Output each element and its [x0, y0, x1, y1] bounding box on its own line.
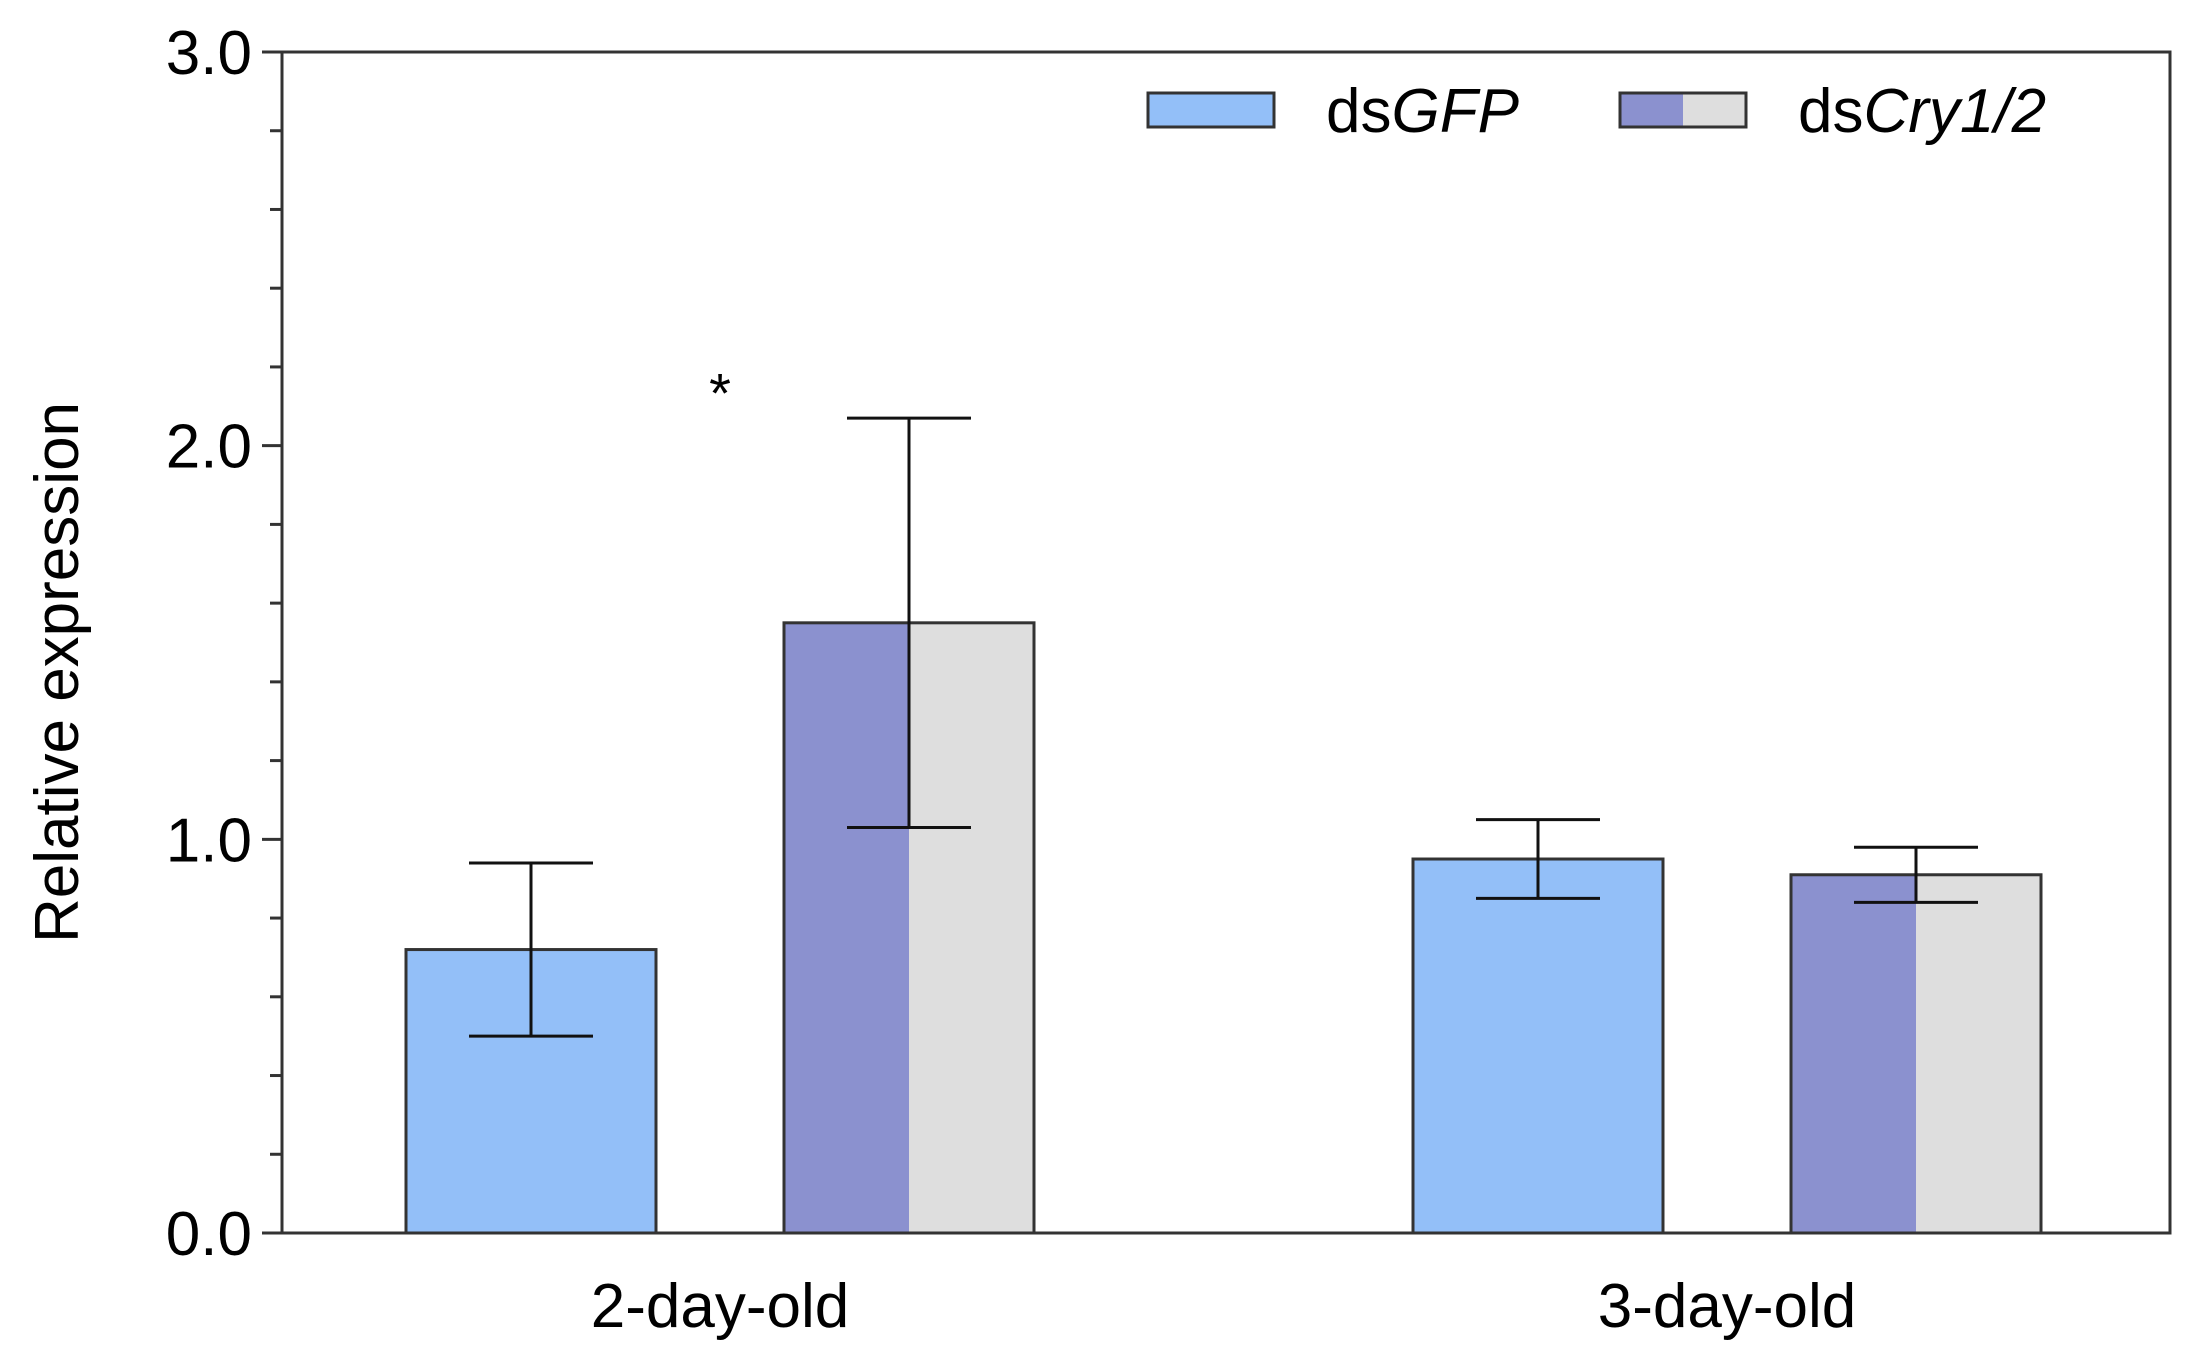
- x-category-label: 3-day-old: [1598, 1272, 1856, 1341]
- y-tick-label: 1.0: [166, 806, 252, 875]
- legend-prefix: ds: [1798, 77, 1863, 146]
- y-tick-label: 0.0: [166, 1200, 252, 1269]
- legend-gene-name: GFP: [1391, 77, 1518, 146]
- legend-label-2: dsCry1/2: [1798, 77, 2046, 146]
- legend-swatch-fill: [1148, 93, 1274, 127]
- significance-asterisk: *: [709, 362, 731, 425]
- bar-fill-gfp-3-day-old: [1413, 859, 1663, 1233]
- error-bars-layer: [469, 416, 1978, 1038]
- y-axis-title: Relative expression: [23, 402, 92, 943]
- x-category-label: 2-day-old: [591, 1272, 849, 1341]
- legend-swatch-1: [1146, 91, 1276, 129]
- legend-swatch-fill: [1620, 93, 1683, 127]
- bar-fill-cry12-3-day-old: [1791, 874, 1916, 1233]
- x-axis: 2-day-old 3-day-old: [591, 1272, 1856, 1341]
- legend-prefix: ds: [1326, 77, 1391, 146]
- y-tick-label: 3.0: [166, 19, 252, 88]
- y-axis: 0.0 1.0 2.0 3.0: [166, 19, 282, 1269]
- bar-fill-cry12-3-day-old: [1916, 874, 2041, 1233]
- bar-fill-cry12-2-day-old: [784, 622, 909, 1233]
- bar-fill-cry12-2-day-old: [909, 622, 1034, 1233]
- legend-swatch-2: [1618, 91, 1748, 129]
- bars-layer: [404, 621, 2043, 1235]
- legend-swatch-fill: [1683, 93, 1746, 127]
- plot-frame: [280, 50, 2172, 1235]
- legend: dsGFP dsCry1/2: [1146, 77, 2046, 146]
- annotations-layer: *: [709, 362, 731, 425]
- y-tick-label: 2.0: [166, 413, 252, 482]
- legend-gene-name: Cry1/2: [1863, 77, 2046, 146]
- legend-label-1: dsGFP: [1326, 77, 1519, 146]
